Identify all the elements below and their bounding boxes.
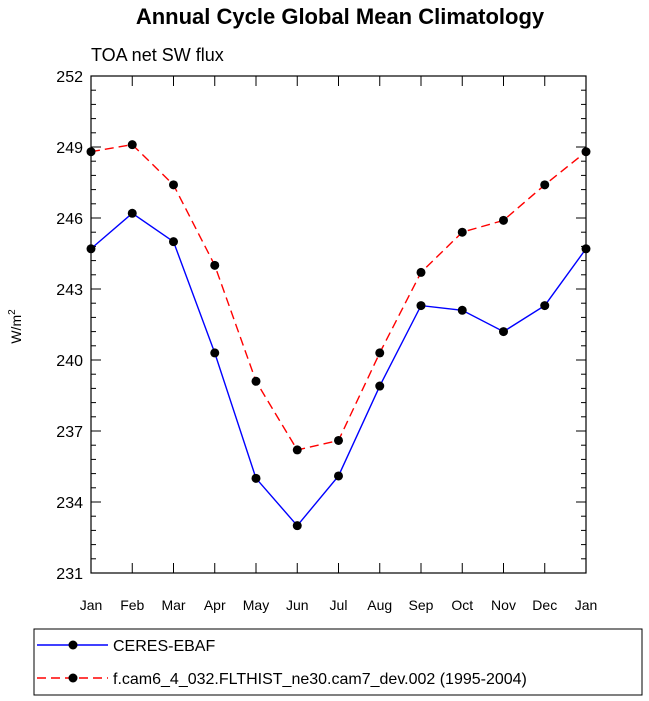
x-tick-label: Nov bbox=[491, 597, 516, 613]
series-0-point bbox=[581, 244, 591, 254]
legend-label-1: f.cam6_4_032.FLTHIST_ne30.cam7_dev.002 (… bbox=[113, 671, 527, 688]
plot-area: 231 234 237 240 243 246 249 252 Jan Feb Mar Apr May J… bbox=[7, 69, 597, 613]
y-axis-label-text: W/m bbox=[8, 315, 24, 344]
series-0-point bbox=[457, 305, 467, 315]
x-tick-label: Feb bbox=[120, 597, 144, 613]
series-1-point bbox=[169, 180, 178, 190]
y-tick-label: 243 bbox=[56, 282, 83, 299]
series-1-point bbox=[540, 180, 550, 190]
x-tick-label: Sep bbox=[409, 597, 434, 613]
x-tick-label: Dec bbox=[532, 597, 557, 613]
series-1-point bbox=[127, 140, 137, 150]
series-1-point bbox=[581, 147, 591, 157]
series-1-point bbox=[86, 147, 96, 157]
series-0-point bbox=[127, 208, 137, 218]
y-tick-label: 237 bbox=[56, 424, 83, 441]
series-line-1 bbox=[90, 143, 587, 451]
series-0-point bbox=[292, 521, 302, 531]
y-tick-label: 231 bbox=[56, 566, 83, 583]
series-0-point bbox=[210, 348, 220, 358]
x-tick-label: Jul bbox=[330, 597, 348, 613]
series-0-point bbox=[86, 244, 96, 254]
x-tick-label: May bbox=[243, 597, 269, 613]
legend-label-0: CERES-EBAF bbox=[113, 638, 215, 655]
series-1-point bbox=[210, 260, 220, 270]
x-tick-label: Aug bbox=[367, 597, 392, 613]
series-1-point bbox=[292, 445, 302, 455]
series-1-point bbox=[416, 267, 426, 277]
x-tick-label: Mar bbox=[161, 597, 185, 613]
chart-title: Annual Cycle Global Mean Climatology bbox=[136, 4, 545, 29]
series-0-point bbox=[169, 237, 178, 247]
x-tick-label: Jan bbox=[80, 597, 103, 613]
chart-subtitle: TOA net SW flux bbox=[91, 45, 224, 65]
series-0-point bbox=[540, 301, 550, 311]
x-tick-label: Apr bbox=[204, 597, 226, 613]
series-1-point bbox=[457, 227, 467, 237]
x-tick-label: Jun bbox=[286, 597, 309, 613]
series-1-point bbox=[334, 435, 343, 445]
series-0-point bbox=[334, 471, 343, 481]
y-tick-label: 240 bbox=[56, 353, 83, 370]
y-tick-label: 252 bbox=[56, 69, 83, 86]
legend-marker-1 bbox=[68, 673, 78, 683]
legend-marker-0 bbox=[68, 640, 78, 650]
series-0-point bbox=[251, 473, 261, 483]
series-0-point bbox=[499, 327, 508, 337]
series-1-point bbox=[375, 348, 385, 358]
x-tick-label: Oct bbox=[451, 597, 473, 613]
y-axis-label: W/m2 bbox=[7, 309, 24, 344]
y-tick-label: 246 bbox=[56, 211, 83, 228]
x-tick-label: Jan bbox=[575, 597, 598, 613]
series-1-point bbox=[499, 215, 508, 225]
y-tick-label: 234 bbox=[56, 495, 83, 512]
legend: CERES-EBAF f.cam6_4_032.FLTHIST_ne30.cam7… bbox=[33, 628, 643, 696]
series-0-point bbox=[416, 301, 426, 311]
legend-box bbox=[33, 628, 643, 696]
series-1-point bbox=[251, 376, 261, 386]
series-0-point bbox=[375, 381, 385, 391]
y-axis-label-superscript: 2 bbox=[7, 309, 18, 315]
plot-frame bbox=[90, 75, 587, 574]
y-tick-label: 249 bbox=[56, 140, 83, 157]
